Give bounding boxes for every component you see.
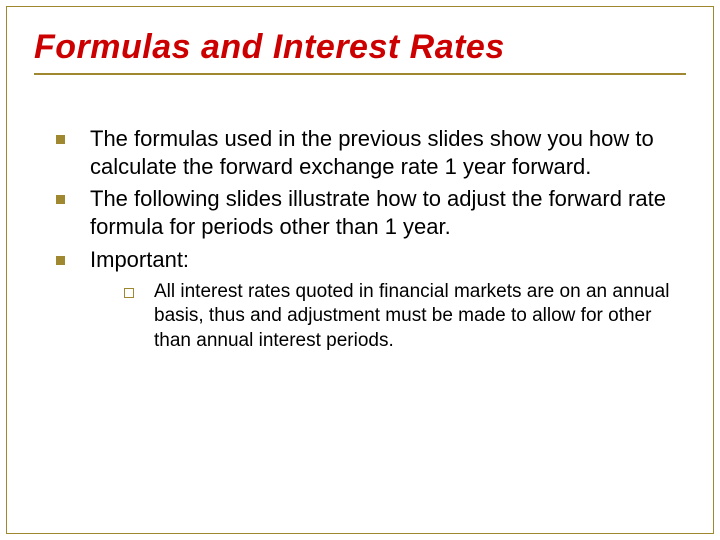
title-wrap: Formulas and Interest Rates [34,28,686,75]
list-item: Important: All interest rates quoted in … [56,246,686,354]
bullet-text: Important: [90,247,189,272]
bullet-list: The formulas used in the previous slides… [34,125,686,354]
list-item: All interest rates quoted in financial m… [124,280,686,354]
list-item: The following slides illustrate how to a… [56,185,686,241]
sub-bullet-list: All interest rates quoted in financial m… [90,280,686,354]
sub-bullet-text: All interest rates quoted in financial m… [154,281,669,351]
slide-title: Formulas and Interest Rates [34,28,686,67]
bullet-text: The formulas used in the previous slides… [90,126,654,179]
slide-content: Formulas and Interest Rates The formulas… [6,6,714,534]
bullet-text: The following slides illustrate how to a… [90,186,666,239]
list-item: The formulas used in the previous slides… [56,125,686,181]
